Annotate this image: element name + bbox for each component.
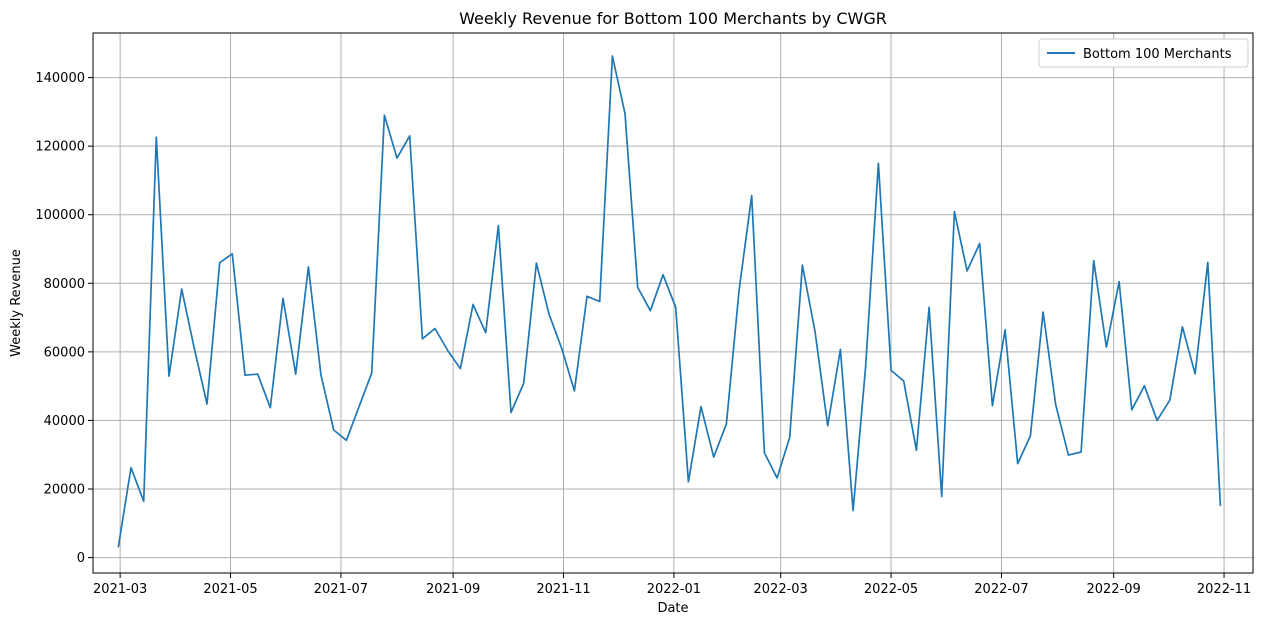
x-axis-ticks: 2021-03 2021-05 2021-07 2021-09 2021-11 2022-… <box>93 573 1251 597</box>
legend-box <box>1038 38 1249 68</box>
y-tick-label: 140000 <box>35 71 85 86</box>
x-tick-label: 2022-07 <box>974 582 1028 597</box>
y-tick-label: 100000 <box>35 208 85 223</box>
y-tick-label: 80000 <box>44 277 85 292</box>
y-tick-label: 120000 <box>35 140 85 155</box>
x-tick-label: 2022-05 <box>864 582 918 597</box>
y-tick-label: 20000 <box>44 483 85 498</box>
x-tick-label: 2021-07 <box>314 582 368 597</box>
x-axis-title: Date <box>657 601 688 616</box>
x-tick-label: 2022-01 <box>647 582 701 597</box>
y-tick-label: 0 <box>77 551 85 566</box>
chart-title: Weekly Revenue for Bottom 100 Merchants … <box>459 9 887 28</box>
x-tick-label: 2021-03 <box>93 582 147 597</box>
x-tick-label: 2022-09 <box>1086 582 1140 597</box>
x-tick-label: 2022-03 <box>754 582 808 597</box>
y-axis-title: Weekly Revenue <box>9 249 24 357</box>
y-tick-label: 40000 <box>44 414 85 429</box>
x-tick-label: 2022-11 <box>1197 582 1251 597</box>
legend-label-bottom-100-merchants: Bottom 100 Merchants <box>1083 47 1232 62</box>
x-tick-label: 2021-05 <box>203 582 257 597</box>
plot-frame <box>92 32 1254 574</box>
x-tick-label: 2021-11 <box>536 582 590 597</box>
legend: Bottom 100 Merchants <box>1038 38 1249 68</box>
y-axis-ticks: 0 20000 40000 60000 80000 100000 120000 140000 <box>35 71 93 566</box>
x-tick-label: 2021-09 <box>426 582 480 597</box>
series-line-bottom-100-merchants <box>117 55 1222 548</box>
series-layer <box>117 55 1222 548</box>
y-tick-label: 60000 <box>44 345 85 360</box>
